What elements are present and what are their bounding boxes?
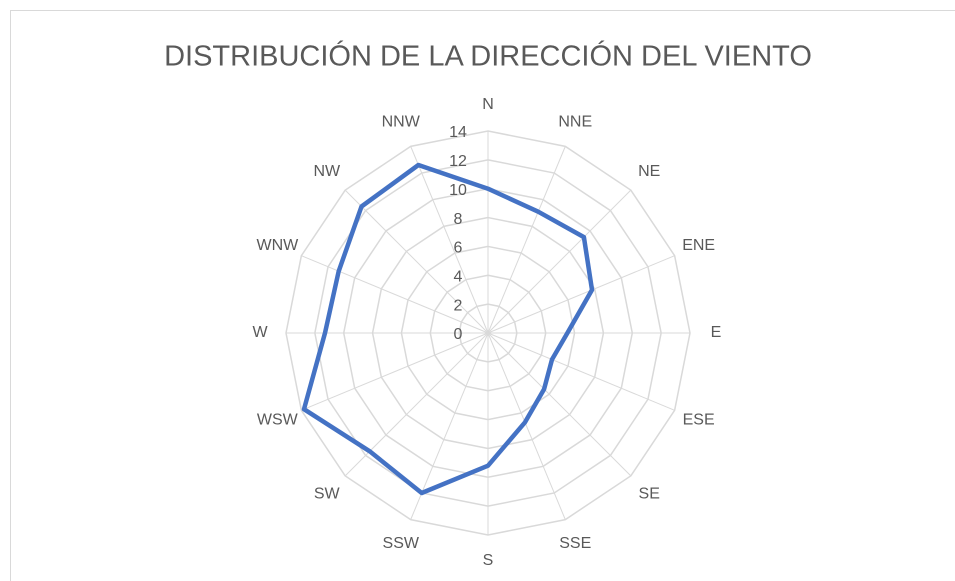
category-label: E [711,324,722,341]
series-line [301,162,595,496]
spoke [487,332,632,477]
chart-area [10,10,955,581]
r-tick-label: 2 [454,297,463,314]
spoke [487,332,675,411]
spoke [487,146,566,334]
category-label: ENE [682,237,715,254]
category-label: SW [314,485,341,502]
category-label: SSW [383,535,420,552]
category-label: NNE [558,114,592,131]
spoke [301,255,489,334]
category-label: S [483,552,494,569]
chart-title: DISTRIBUCIÓN DE LA DIRECCIÓN DEL VIENTO [164,40,812,73]
category-label: ESE [683,411,715,428]
spoke [487,255,675,334]
spoke [487,332,566,520]
spoke [344,189,489,334]
r-tick-label: 4 [454,269,463,286]
category-label: NNW [382,114,421,131]
category-label: SSE [559,535,591,552]
spoke [410,332,489,520]
category-label: WNW [256,237,299,254]
r-tick-label: 6 [454,240,463,257]
spoke [410,146,489,334]
category-label: NW [313,163,341,180]
category-label: NE [638,163,660,180]
r-tick-label: 10 [449,182,467,199]
spoke [301,332,489,411]
category-label: W [252,324,268,341]
spoke [487,189,632,334]
category-label: WSW [257,411,299,428]
r-tick-label: 14 [449,124,467,141]
category-label: N [482,96,494,113]
category-label: SE [639,485,660,502]
r-tick-label: 12 [449,153,467,170]
r-tick-label: 0 [454,326,463,343]
r-tick-label: 8 [454,211,463,228]
